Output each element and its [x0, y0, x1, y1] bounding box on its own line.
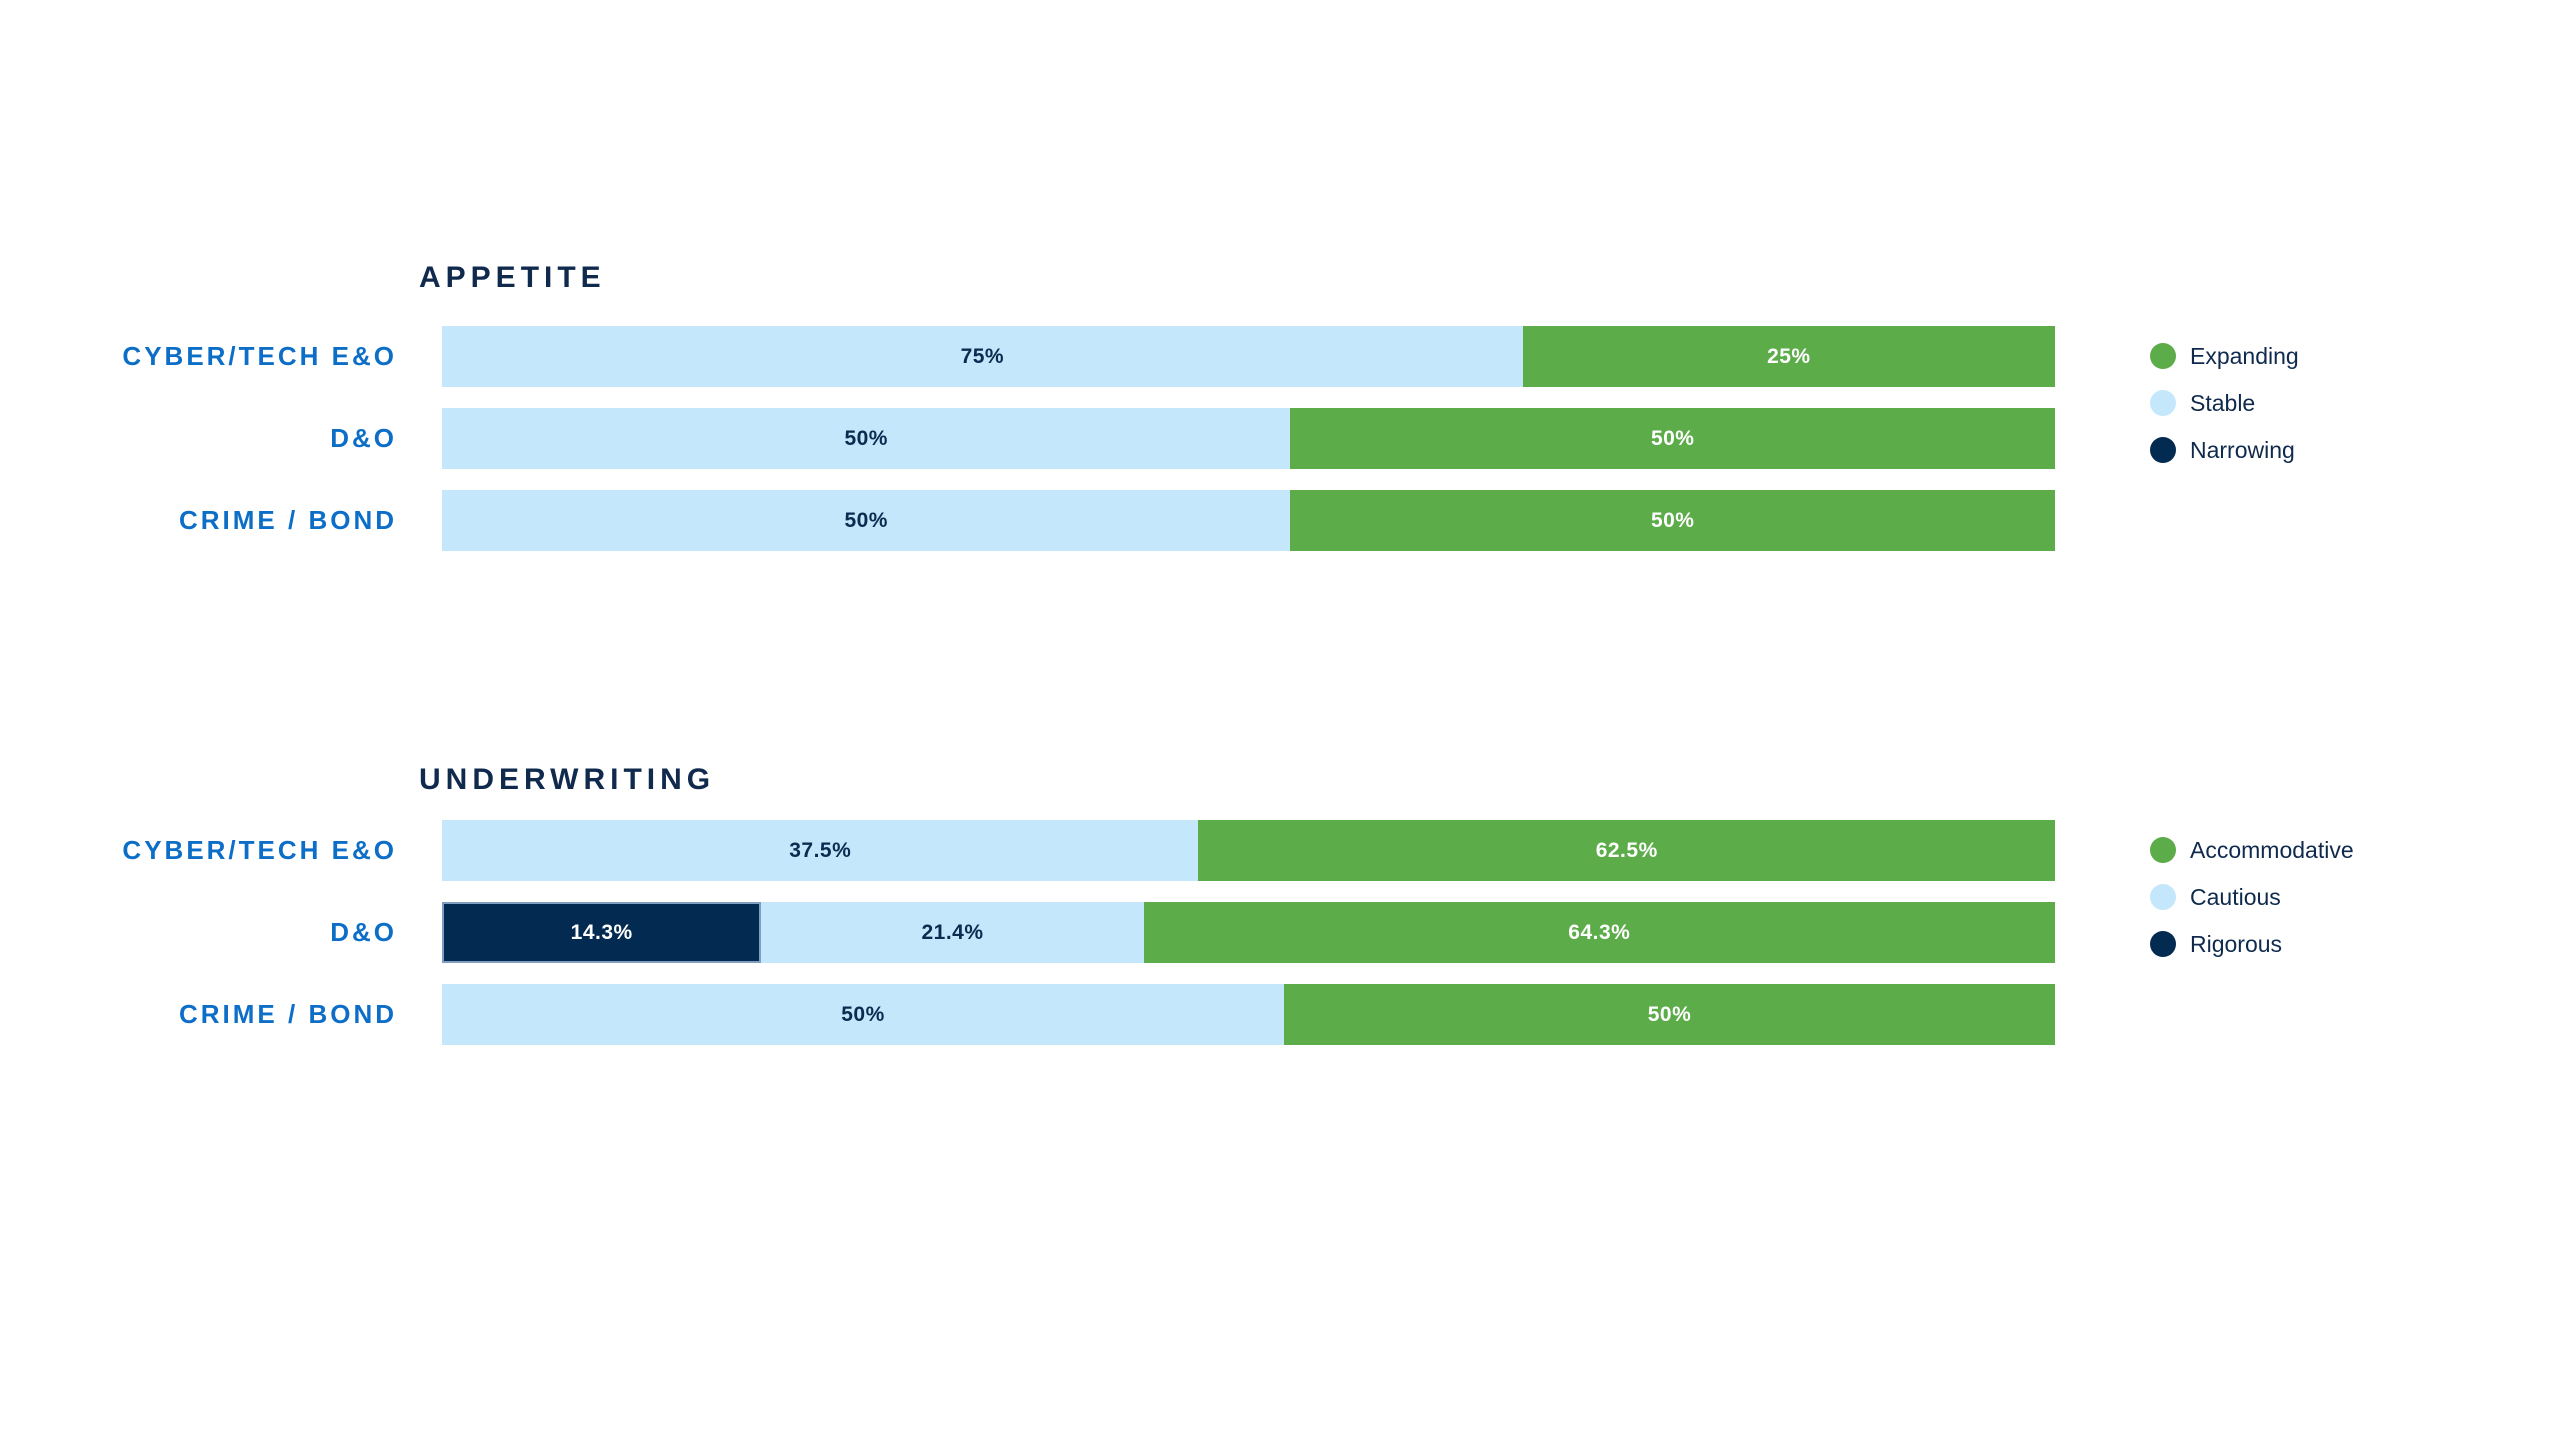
bar-segment-expanding: 50% — [1290, 490, 2055, 551]
bar-segment-cautious: 21.4% — [761, 902, 1144, 963]
legend-item-label: Cautious — [2190, 883, 2281, 910]
bar-segment-accommodative: 50% — [1283, 984, 2055, 1045]
segment-value-label: 50% — [1650, 426, 1695, 450]
underwriting-chart-section: UNDERWRITING CYBER/TECH E&O 37.5% 62.5% D&O… — [0, 754, 2560, 1234]
legend-dot-icon — [2150, 837, 2176, 863]
bar-segment-expanding: 25% — [1522, 326, 2055, 387]
legend-item-expanding: Expanding — [2150, 343, 2299, 369]
category-label: CRIME / BOND — [179, 505, 397, 535]
segment-value-label: 50% — [844, 426, 888, 450]
legend-item-label: Expanding — [2190, 342, 2299, 369]
appetite-bar-rows: CYBER/TECH E&O 75% 25% D&O 50% 50% CRIME / BON… — [0, 326, 2055, 572]
stacked-bar: 75% 25% — [442, 326, 2055, 387]
segment-value-label: 37.5% — [789, 838, 852, 862]
segment-value-label: 64.3% — [1568, 920, 1631, 944]
bar-segment-accommodative: 64.3% — [1143, 902, 2055, 963]
legend-item-label: Stable — [2190, 389, 2256, 416]
category-label: D&O — [330, 423, 397, 453]
bar-row: D&O 14.3% 21.4% 64.3% — [0, 902, 2055, 963]
stacked-bar: 50% 50% — [442, 408, 2055, 469]
segment-value-label: 25% — [1767, 344, 1811, 368]
segment-value-label: 21.4% — [921, 920, 984, 944]
segment-value-label: 50% — [1647, 1002, 1692, 1026]
bar-row: CRIME / BOND 50% 50% — [0, 984, 2055, 1045]
bar-segment-rigorous: 14.3% — [442, 902, 762, 963]
category-label: CYBER/TECH E&O — [122, 835, 397, 865]
segment-value-label: 50% — [841, 1002, 885, 1026]
bar-segment-stable: 50% — [442, 408, 1291, 469]
bar-segment-cautious: 37.5% — [442, 820, 1199, 881]
segment-value-label: 62.5% — [1595, 838, 1658, 862]
legend-item-accommodative: Accommodative — [2150, 837, 2354, 863]
chart-title-appetite: APPETITE — [419, 261, 606, 294]
segment-value-label: 75% — [960, 344, 1005, 368]
category-label: D&O — [330, 917, 397, 947]
legend-item-label: Narrowing — [2190, 436, 2295, 463]
underwriting-bar-rows: CYBER/TECH E&O 37.5% 62.5% D&O 14.3% 21.4% 64.… — [0, 820, 2055, 1066]
stacked-bar: 50% 50% — [442, 490, 2055, 551]
legend-item-cautious: Cautious — [2150, 884, 2354, 910]
bar-segment-accommodative: 62.5% — [1198, 820, 2055, 881]
legend-item-narrowing: Narrowing — [2150, 437, 2299, 463]
legend-item-label: Accommodative — [2190, 836, 2354, 863]
chart-title-underwriting: UNDERWRITING — [419, 763, 716, 796]
stacked-bar: 14.3% 21.4% 64.3% — [442, 902, 2055, 963]
bar-segment-stable: 50% — [442, 490, 1291, 551]
segment-value-label: 50% — [844, 508, 888, 532]
bar-segment-cautious: 50% — [442, 984, 1284, 1045]
legend-item-rigorous: Rigorous — [2150, 931, 2354, 957]
appetite-legend: Expanding Stable Narrowing — [2150, 343, 2299, 484]
segment-value-label: 50% — [1650, 508, 1695, 532]
legend-dot-icon — [2150, 437, 2176, 463]
bar-row: D&O 50% 50% — [0, 408, 2055, 469]
bar-row: CYBER/TECH E&O 75% 25% — [0, 326, 2055, 387]
category-label: CRIME / BOND — [179, 999, 397, 1029]
legend-dot-icon — [2150, 884, 2176, 910]
bar-row: CYBER/TECH E&O 37.5% 62.5% — [0, 820, 2055, 881]
category-label: CYBER/TECH E&O — [122, 341, 397, 371]
legend-item-stable: Stable — [2150, 390, 2299, 416]
bar-row: CRIME / BOND 50% 50% — [0, 490, 2055, 551]
legend-dot-icon — [2150, 390, 2176, 416]
legend-item-label: Rigorous — [2190, 930, 2283, 957]
legend-dot-icon — [2150, 343, 2176, 369]
segment-value-label: 14.3% — [570, 920, 633, 944]
appetite-chart-section: APPETITE CYBER/TECH E&O 75% 25% D&O 50% 50% CR… — [0, 260, 2560, 740]
bar-segment-expanding: 50% — [1290, 408, 2055, 469]
underwriting-legend: Accommodative Cautious Rigorous — [2150, 837, 2354, 978]
bar-segment-stable: 75% — [442, 326, 1523, 387]
legend-dot-icon — [2150, 931, 2176, 957]
stacked-bar: 37.5% 62.5% — [442, 820, 2055, 881]
stacked-bar: 50% 50% — [442, 984, 2055, 1045]
